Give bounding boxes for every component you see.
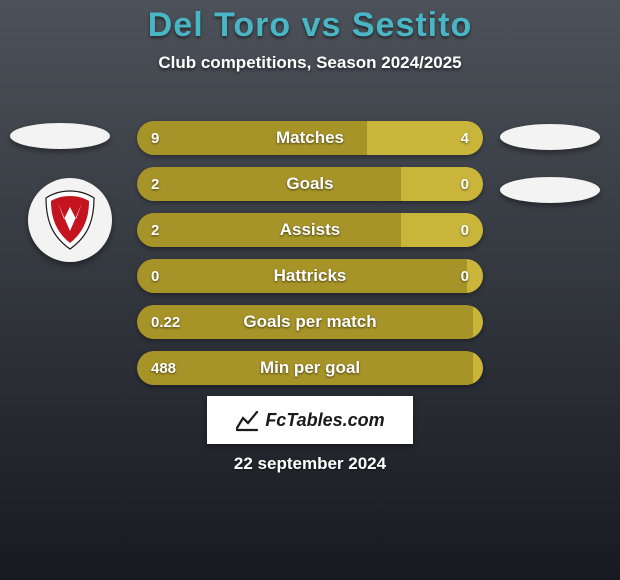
stat-row: Goals20 <box>137 167 483 201</box>
stat-bar-right <box>401 213 483 247</box>
stat-bar-left <box>137 351 473 385</box>
brand-text: FcTables.com <box>265 410 384 431</box>
club-shield <box>28 178 112 262</box>
date-text: 22 september 2024 <box>0 454 620 474</box>
comparison-bars: Matches94 Goals20 Assists20 Hattricks00 Goal… <box>137 121 483 397</box>
stat-bar-left <box>137 167 401 201</box>
stat-row: Assists20 <box>137 213 483 247</box>
player-ellipse-right-mid <box>500 177 600 203</box>
shield-icon <box>42 189 98 251</box>
stat-bar-right <box>473 351 483 385</box>
stat-bar-right <box>473 305 483 339</box>
chart-icon <box>235 408 259 432</box>
stat-bar-right <box>367 121 483 155</box>
page-title: Del Toro vs Sestito <box>0 0 620 45</box>
stat-row: Min per goal488 <box>137 351 483 385</box>
stat-bar-left <box>137 121 367 155</box>
stat-bar-left <box>137 305 473 339</box>
stat-row: Hattricks00 <box>137 259 483 293</box>
subtitle: Club competitions, Season 2024/2025 <box>0 53 620 73</box>
stat-bar-left <box>137 259 467 293</box>
content: Del Toro vs Sestito Club competitions, S… <box>0 0 620 580</box>
brand-badge: FcTables.com <box>207 396 413 444</box>
stat-row: Goals per match0.22 <box>137 305 483 339</box>
stat-bar-right <box>467 259 483 293</box>
stat-bar-right <box>401 167 483 201</box>
player-ellipse-left <box>10 123 110 149</box>
stat-bar-left <box>137 213 401 247</box>
stat-row: Matches94 <box>137 121 483 155</box>
player-ellipse-right-top <box>500 124 600 150</box>
